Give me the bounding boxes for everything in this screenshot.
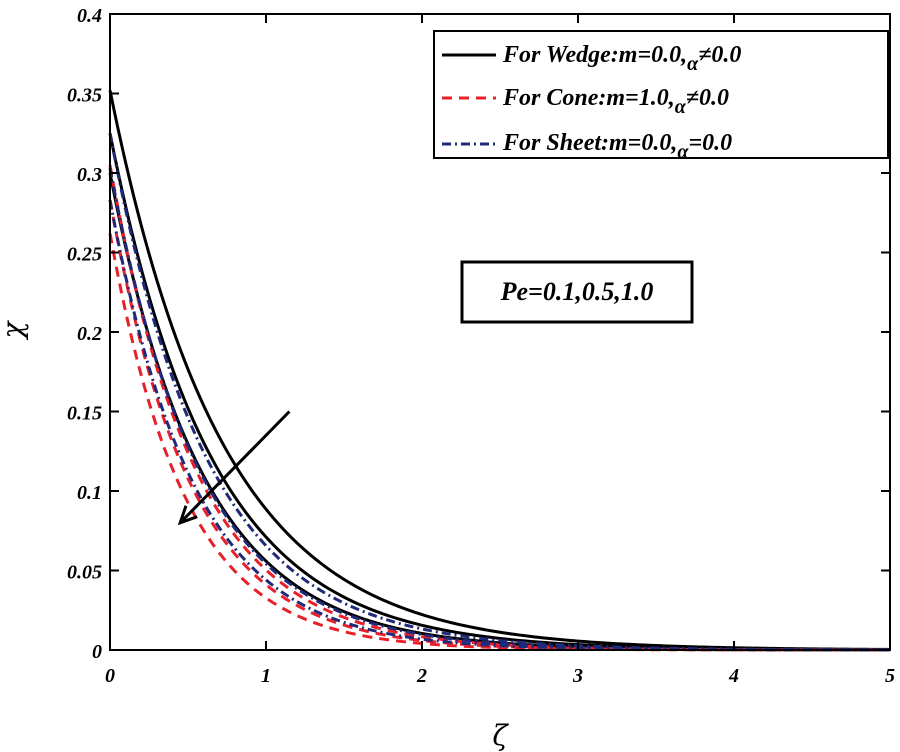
x-tick-label: 4 bbox=[728, 665, 739, 687]
annotation-box bbox=[460, 260, 694, 324]
x-tick-label: 0 bbox=[105, 665, 115, 687]
legend: For Wedge:m=0.0,α≠0.0 For Cone:m=1.0,α≠0… bbox=[433, 30, 889, 163]
x-tick-label: 3 bbox=[572, 665, 583, 687]
annotation-text: Pe=0.1,0.5,1.0 bbox=[500, 277, 654, 306]
x-axis-title: ζ bbox=[492, 719, 509, 752]
series-line-wedge bbox=[108, 90, 891, 651]
y-tick-label: 0.2 bbox=[77, 323, 102, 345]
y-axis-title: χ bbox=[0, 319, 29, 340]
tick-labels: 0 1 2 3 4 5 0 0.05 0.1 0.15 0.2 0.25 0.3 0.35 0.4 bbox=[67, 5, 895, 687]
y-tick-label: 0.1 bbox=[77, 482, 102, 504]
trend-arrow bbox=[177, 410, 291, 526]
x-tick-label: 1 bbox=[261, 665, 271, 687]
series-line-wedge bbox=[108, 172, 890, 652]
arrow-shaft bbox=[179, 410, 291, 524]
series-line-cone bbox=[108, 164, 890, 652]
y-tick-label: 0.35 bbox=[67, 85, 102, 107]
y-tick-label: 0.4 bbox=[77, 5, 102, 27]
y-tick-label: 0 bbox=[92, 641, 102, 663]
axes-layer bbox=[109, 13, 891, 651]
y-tick-label: 0.25 bbox=[67, 244, 102, 266]
arrow-head bbox=[177, 505, 198, 526]
x-tick-label: 5 bbox=[885, 665, 895, 687]
series-line-sheet bbox=[108, 167, 890, 652]
legend-label-sheet: For Sheet:m=0.0,α=0.0 bbox=[502, 130, 732, 163]
legend-label-wedge: For Wedge:m=0.0,α≠0.0 bbox=[502, 42, 741, 75]
y-tick-label: 0.3 bbox=[77, 164, 102, 186]
legend-label-cone: For Cone:m=1.0,α≠0.0 bbox=[502, 85, 729, 118]
y-tick-label: 0.05 bbox=[67, 562, 102, 584]
series-line-wedge bbox=[108, 132, 891, 652]
x-tick-label: 2 bbox=[416, 665, 427, 687]
legend-box bbox=[433, 30, 889, 159]
pe-annotation: Pe=0.1,0.5,1.0 bbox=[460, 260, 694, 324]
series-line-sheet bbox=[108, 132, 891, 652]
series-layer bbox=[108, 90, 891, 652]
y-tick-label: 0.15 bbox=[67, 403, 102, 425]
